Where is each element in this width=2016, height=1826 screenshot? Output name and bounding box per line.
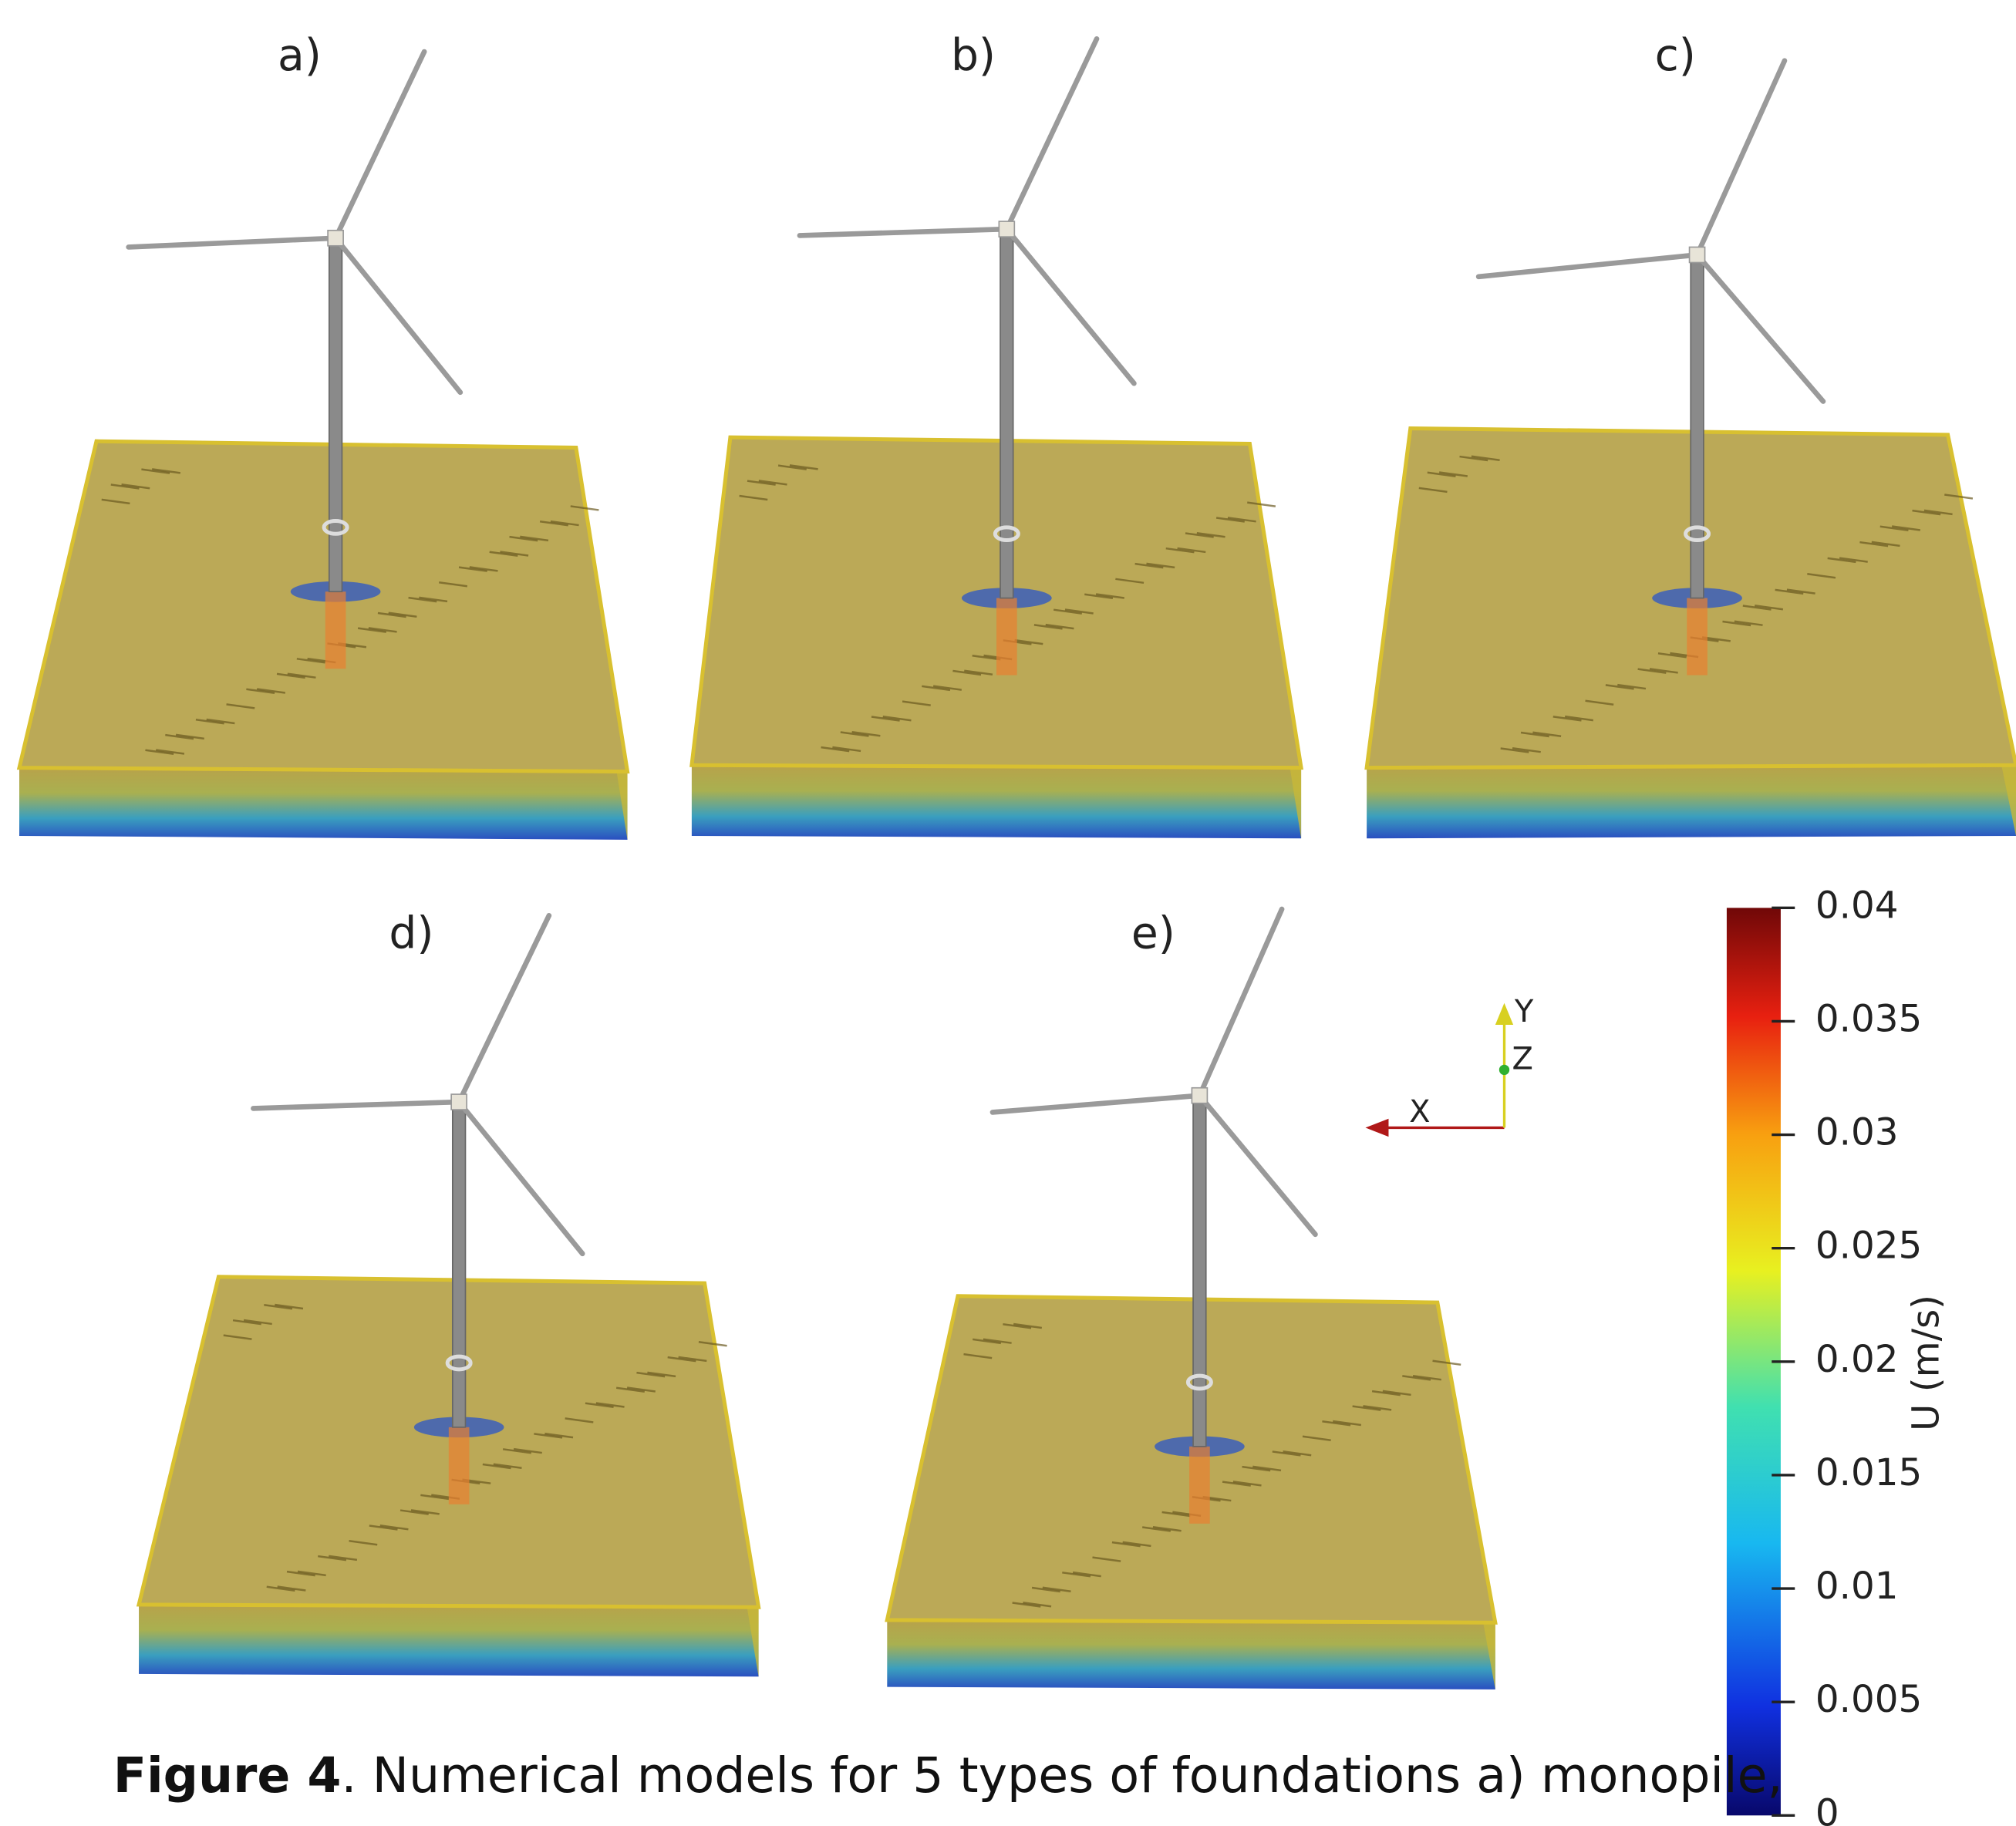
nacelle [328,231,343,246]
nacelle [999,221,1014,237]
blade [800,229,1006,235]
slab-front [139,1605,759,1676]
colorbar: U (m/s) 0 0.005 0.01 0.015 0.02 0.025 0.03 0.03… [1727,884,1948,1826]
colorbar-tick-label: 0.025 [1815,1225,1922,1268]
z-axis-dot [1499,1065,1509,1075]
nacelle [451,1094,467,1110]
axes-triad: X Y Z [1365,994,1533,1137]
colorbar-tick-label: 0.03 [1815,1111,1899,1154]
blade [129,238,335,248]
colorbar-tick-label: 0.04 [1815,884,1899,927]
figure: a) b) c) d) e) X Y Z U (m/s) 0 0.005 0.01 0.015… [0,0,2016,1826]
panel-label: e) [1131,908,1175,959]
panel: e) [887,908,1495,1690]
blade [1697,61,1785,255]
slab-front [19,768,628,840]
z-axis-label: Z [1512,1042,1533,1077]
colorbar-label: U (m/s) [1905,1295,1948,1431]
caption-figure: Figure 4 [113,1747,342,1804]
blade [1006,229,1134,383]
tower [1193,1096,1206,1447]
foundation [325,591,346,669]
slab-front [1367,765,2016,838]
nacelle [1690,247,1705,262]
colorbar-tick-label: 0.02 [1815,1338,1899,1381]
blade [1697,254,1823,401]
y-axis-label: Y [1514,994,1534,1029]
y-arrow-head [1495,1003,1513,1025]
blade [459,1102,582,1254]
foundation [996,598,1017,675]
blade [459,915,549,1102]
panels: a) b) c) d) e) [19,30,2016,1690]
panel-label: a) [278,30,322,81]
caption: Figure 4. Numerical models for 5 types o… [113,1747,1783,1804]
x-axis-label: X [1409,1094,1430,1130]
slab-top [19,441,628,771]
tower [1000,229,1013,598]
colorbar-tick-label: 0.035 [1815,997,1922,1040]
panel-label: c) [1655,30,1696,81]
tower [453,1102,466,1427]
blade [253,1102,459,1108]
colorbar-tick-label: 0.005 [1815,1678,1922,1721]
panel-label: b) [951,30,996,81]
blade [1006,39,1097,229]
foundation [449,1427,470,1504]
caption-text: . Numerical models for 5 types of founda… [341,1747,1782,1804]
panel: d) [139,908,759,1677]
blade [1478,254,1697,276]
blade [1199,909,1282,1096]
blade [335,238,460,392]
nacelle [1192,1088,1207,1103]
tower [1691,254,1704,598]
colorbar-tick-label: 0.01 [1815,1565,1899,1608]
panel-label: d) [389,908,433,959]
slab-front [692,765,1301,838]
colorbar-tick-label: 0 [1815,1791,1839,1826]
panel: b) [692,30,1301,838]
panel: a) [19,30,628,840]
foundation [1687,598,1708,675]
blade [1199,1096,1315,1235]
foundation [1189,1447,1210,1524]
tower [329,238,342,591]
x-arrow-head [1365,1119,1388,1137]
colorbar-tick-label: 0.015 [1815,1451,1922,1494]
slab-front [887,1620,1495,1690]
blade [335,52,424,238]
panel: c) [1367,30,2016,838]
blade [993,1096,1199,1113]
